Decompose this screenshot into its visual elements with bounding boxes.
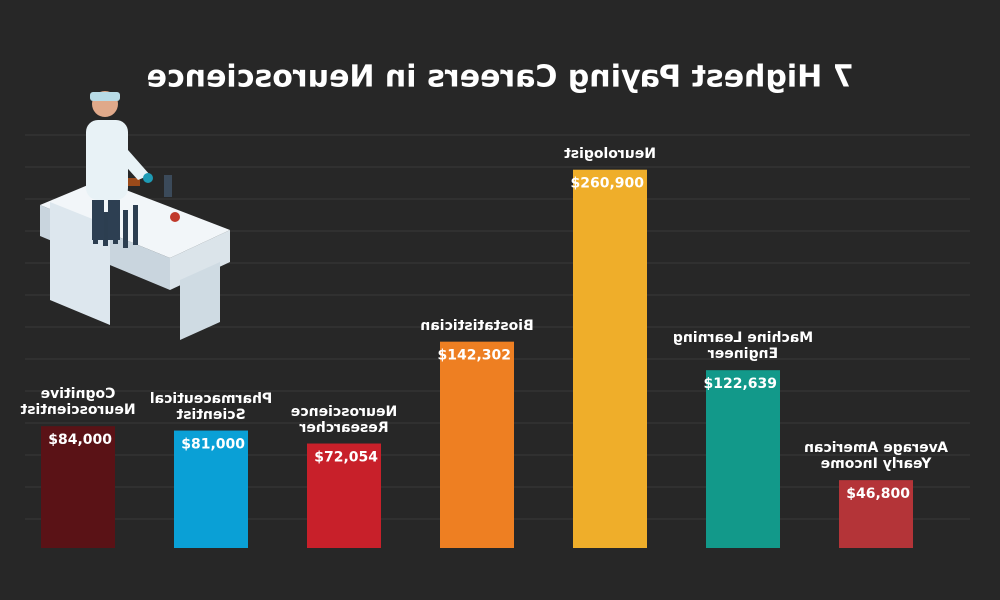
- value-label: $260,900: [570, 176, 644, 192]
- bar: [174, 430, 248, 548]
- category-label-box: Machine Learning Engineer: [672, 330, 814, 363]
- chart-title: 7 Highest Paying Careers in Neuroscience: [146, 60, 853, 95]
- category-label-box: Neurologist: [564, 145, 656, 162]
- category-label: Average American Yearly Income: [803, 440, 949, 473]
- category-label-box: Average American Yearly Income: [803, 440, 949, 473]
- category-label: Machine Learning Engineer: [672, 330, 814, 363]
- category-label: Neurologist: [564, 145, 656, 162]
- category-label-box: Pharmaceutical Scientist: [149, 390, 273, 423]
- value-label: $122,639: [703, 376, 777, 392]
- bar: [839, 480, 913, 548]
- bar: [706, 370, 780, 548]
- value-label: $46,800: [846, 486, 910, 502]
- category-label: Cognitive Neuroscientist: [20, 386, 136, 419]
- illustration: [40, 91, 230, 340]
- bar: [573, 169, 647, 548]
- value-label: $81,000: [181, 437, 245, 453]
- category-label-box: Neuroscience Researcher: [290, 403, 398, 436]
- category-label: Biostatistician: [420, 317, 534, 334]
- category-label-box: Biostatistician: [420, 317, 534, 334]
- value-label: $72,054: [314, 450, 378, 466]
- bar: [307, 443, 381, 548]
- category-label: Pharmaceutical Scientist: [149, 390, 273, 423]
- category-label-box: Cognitive Neuroscientist: [20, 386, 136, 419]
- value-label: $84,000: [48, 432, 112, 448]
- category-label: Neuroscience Researcher: [290, 403, 398, 436]
- value-label: $142,302: [437, 348, 511, 364]
- bar: [440, 341, 514, 548]
- bar: [41, 426, 115, 548]
